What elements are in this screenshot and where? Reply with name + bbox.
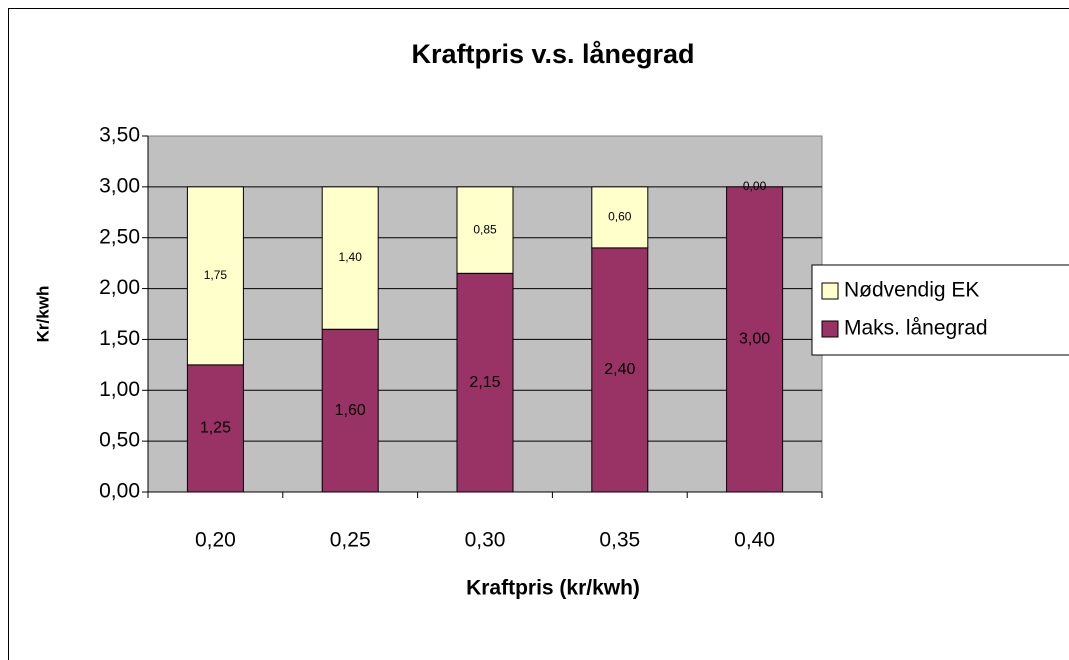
bar-segment [321,186,379,330]
x-axis-title: Kraftpris (kr/kwh) [466,577,640,600]
x-tick-label: 0,25 [330,529,371,552]
bar-segment [726,186,784,493]
y-tick-label: 2,00 [99,276,140,299]
legend-box [811,264,1069,356]
y-tick-label: 1,50 [99,327,140,350]
legend-swatch [821,282,839,300]
x-tick-label: 0,20 [195,529,236,552]
data-label: 3,00 [739,331,770,348]
bar-segment [591,247,649,493]
y-tick-label: 0,00 [99,480,140,503]
y-axis-title: Kr/kwh [33,286,52,343]
y-tick-label: 3,50 [99,124,140,147]
data-label: 1,25 [200,420,231,437]
x-tick-label: 0,35 [599,529,640,552]
data-label: 0,00 [743,179,767,193]
x-tick-label: 0,30 [465,529,506,552]
data-label: 1,60 [335,402,366,419]
y-tick-label: 3,00 [99,174,140,197]
x-tick-label: 0,40 [734,529,775,552]
bar-segment [456,186,514,274]
legend-label: Maks. lånegrad [844,317,988,340]
data-label: 1,75 [204,268,228,282]
legend-label: Nødvendig EK [844,279,979,302]
bar-segment [186,186,244,366]
bar-segment [591,186,649,249]
bar-segment [456,272,514,493]
data-label: 2,40 [604,361,635,378]
y-tick-label: 2,50 [99,225,140,248]
y-tick-label: 1,00 [99,378,140,401]
data-label: 0,60 [608,210,632,224]
data-label: 0,85 [473,222,497,236]
data-label: 1,40 [339,250,363,264]
bar-segment [321,328,379,493]
bar-segment [186,364,244,493]
chart-title: Kraftpris v.s. lånegrad [411,39,694,69]
data-label: 2,15 [469,374,500,391]
y-tick-label: 0,50 [99,429,140,452]
legend-swatch [821,320,839,338]
